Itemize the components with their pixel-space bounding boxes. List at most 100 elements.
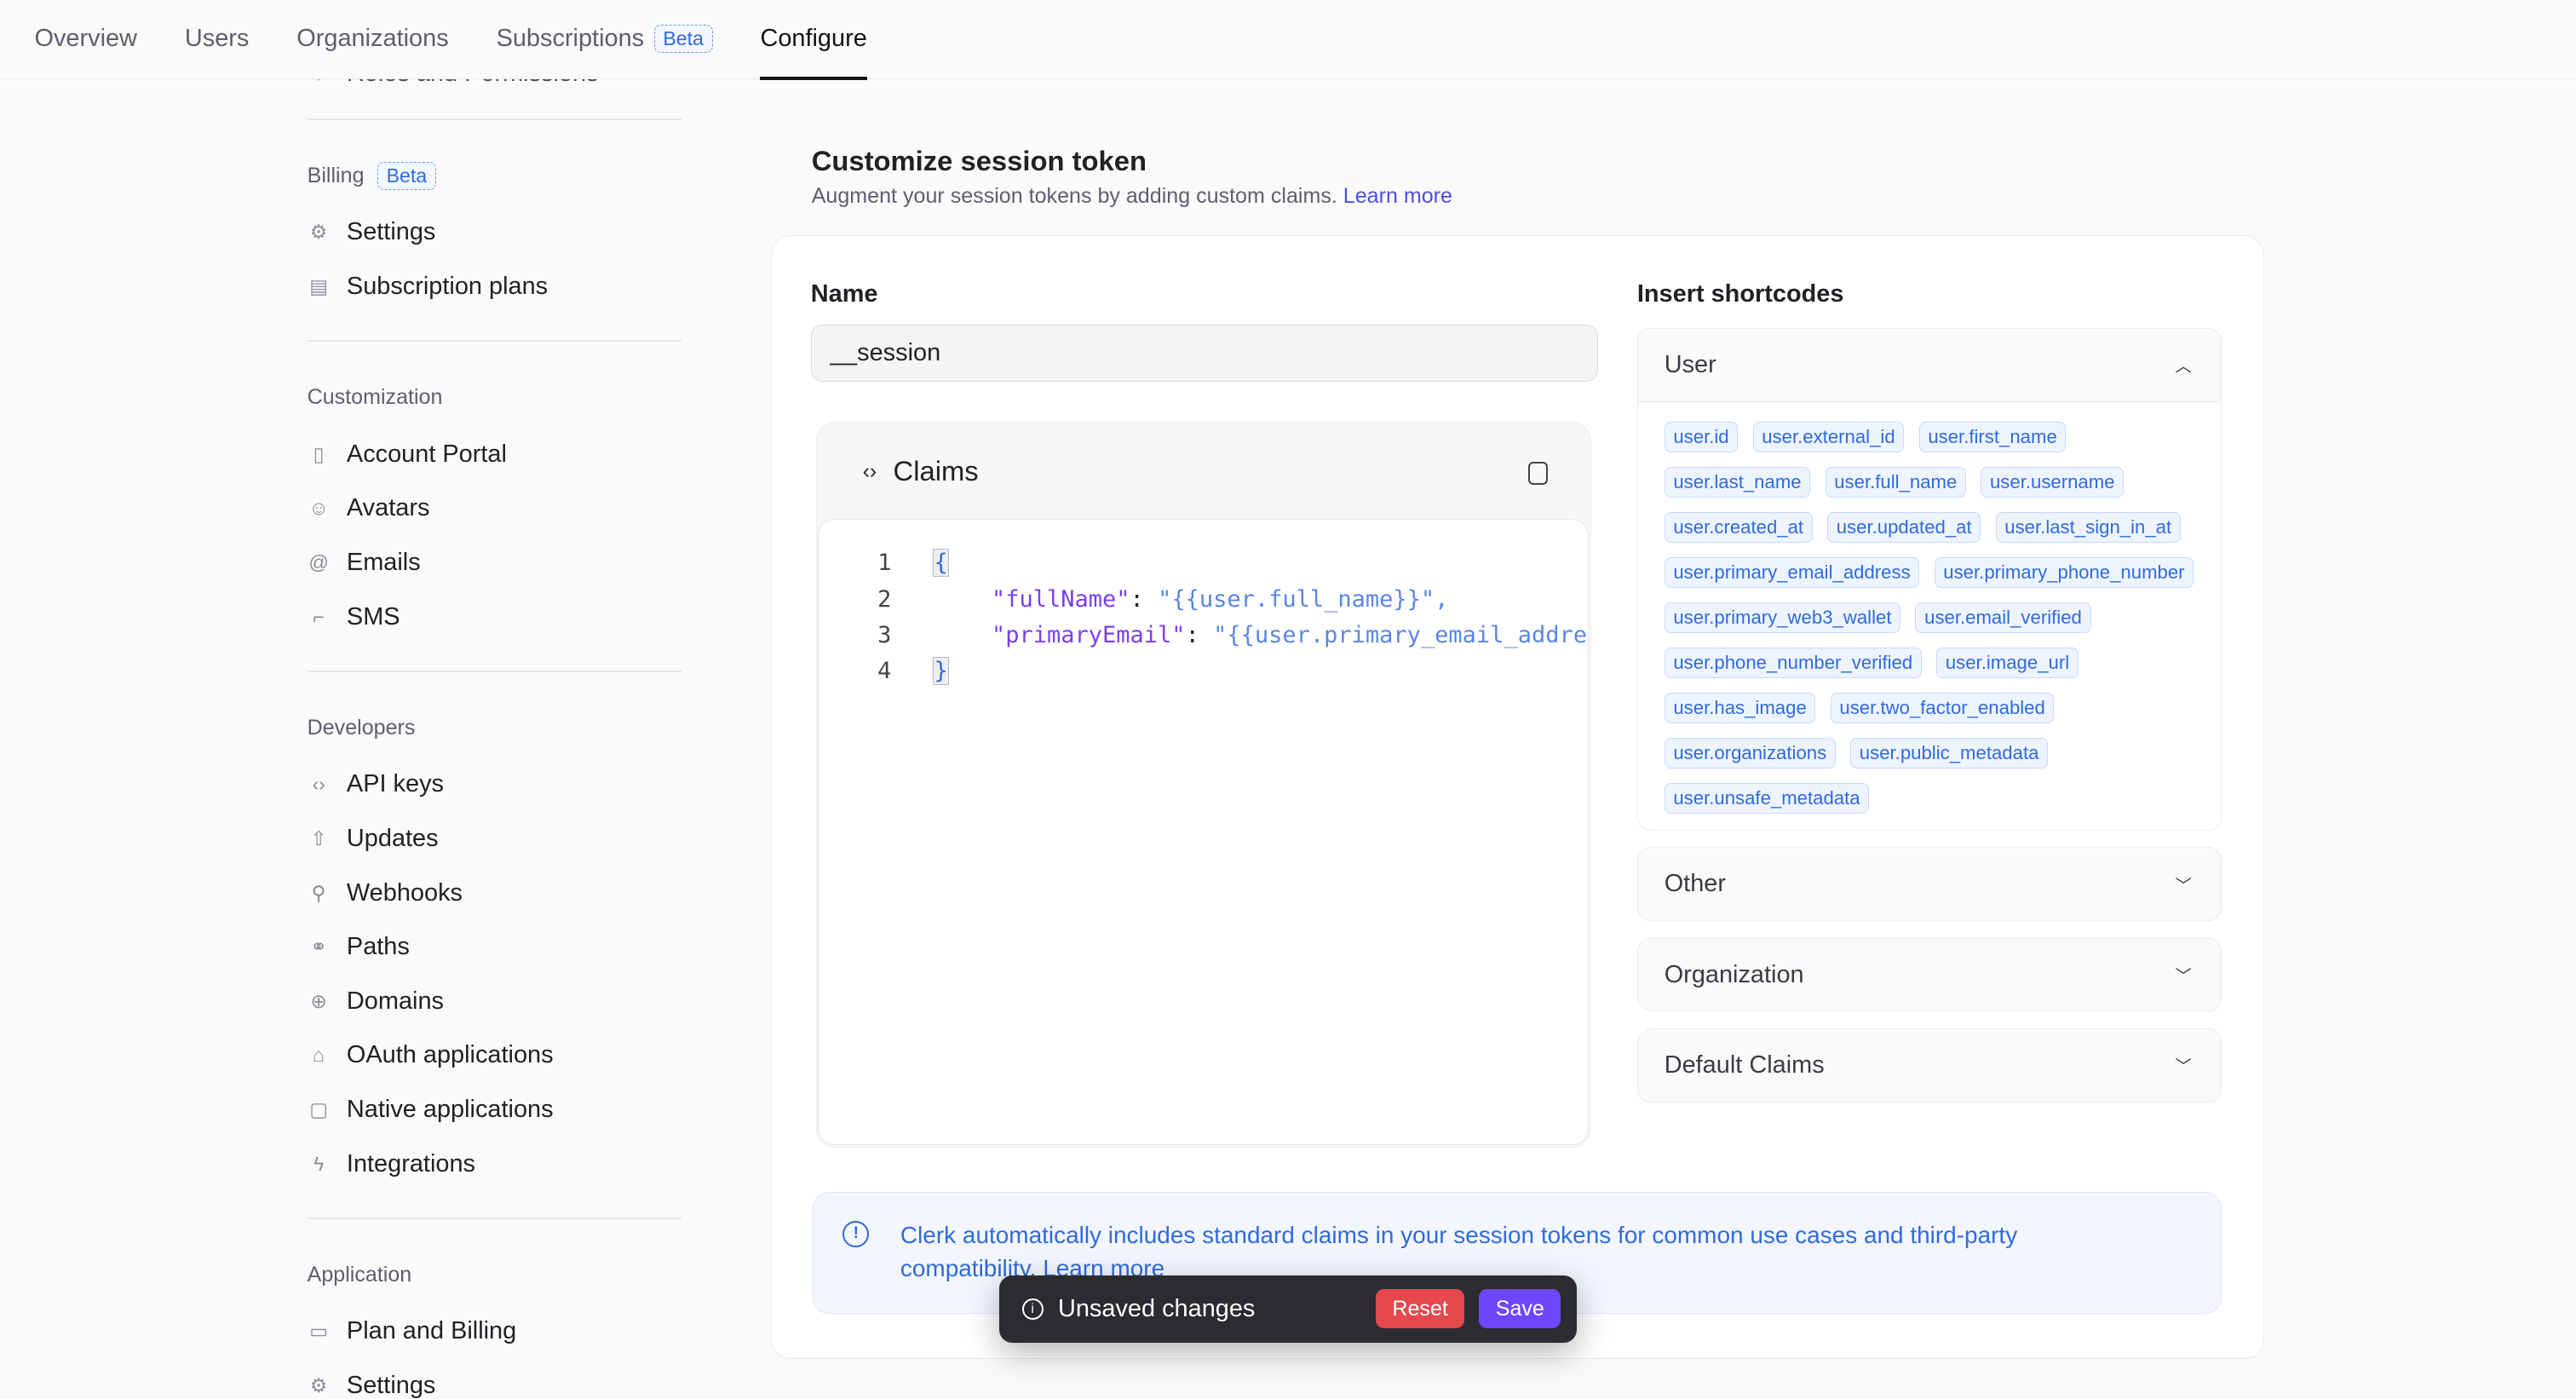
save-button[interactable]: Save — [1479, 1288, 1561, 1329]
sidebar-item-label: Avatars — [346, 494, 430, 522]
sidebar-item-label: API keys — [346, 770, 444, 798]
tab-subscriptions[interactable]: Subscriptions Beta — [497, 0, 713, 78]
sidebar-divider — [307, 118, 682, 120]
sidebar-item[interactable]: ϟ Integrations — [308, 1137, 682, 1191]
tab-configure[interactable]: Configure — [760, 0, 867, 80]
unsaved-changes-toast: i Unsaved changes Reset Save — [998, 1275, 1578, 1343]
tab-users[interactable]: Users — [185, 0, 249, 78]
json-key: "fullName" — [991, 585, 1130, 613]
accordion: Organization ﹀ — [1636, 937, 2222, 1012]
native-app-icon: ▢ — [309, 1098, 329, 1121]
sidebar-item-label: OAuth applications — [346, 1041, 554, 1069]
sidebar-item[interactable]: @ Emails — [308, 536, 682, 590]
chevron-down-icon: ﹀ — [2175, 968, 2192, 986]
claims-panel: ‹› Claims 1{2 "fullName": "{{user.full_nam… — [815, 421, 1591, 1149]
sidebar-item[interactable]: ▢ Native applications — [308, 1083, 682, 1137]
shortcode-chip[interactable]: user.created_at — [1664, 512, 1813, 543]
sms-icon: ⌐ — [313, 605, 325, 628]
accordion-user-header[interactable]: User ︿ — [1638, 329, 2222, 401]
chevron-up-icon: ︿ — [2175, 358, 2192, 377]
shortcode-chip[interactable]: user.primary_phone_number — [1934, 557, 2194, 588]
claims-title: Claims — [893, 455, 979, 487]
code-icon: ‹› — [312, 773, 325, 796]
gear-icon: ⚙ — [309, 221, 328, 244]
sidebar-item[interactable]: ⚲ Webhooks — [308, 866, 682, 920]
accordion-header[interactable]: Default Claims ﹀ — [1638, 1029, 2222, 1102]
shortcode-chip[interactable]: user.primary_email_address — [1664, 557, 1920, 588]
sidebar-section-title: Application — [308, 1258, 682, 1292]
webhook-icon: ⚲ — [311, 881, 326, 904]
info-text: Clerk automatically includes standard cl… — [900, 1222, 2018, 1281]
sidebar-item[interactable]: ▭ Plan and Billing — [308, 1304, 682, 1359]
globe-icon: ⊕ — [310, 989, 327, 1012]
paths-icon: ⚭ — [310, 936, 327, 959]
tab-label: Organizations — [296, 25, 449, 53]
section-label: Developers — [307, 715, 416, 740]
shortcode-chip[interactable]: user.organizations — [1664, 738, 1836, 769]
line-number: 2 — [877, 585, 892, 613]
json-key: "primaryEmail" — [991, 622, 1186, 649]
sidebar-item-label: Domains — [346, 987, 444, 1015]
shortcode-chip[interactable]: user.has_image — [1664, 693, 1816, 723]
shortcode-chip[interactable]: user.email_verified — [1915, 602, 2091, 633]
name-input[interactable] — [810, 324, 1598, 383]
line-number: 4 — [877, 658, 892, 685]
sidebar-item-label: Subscription plans — [346, 272, 549, 300]
shortcode-chip[interactable]: user.image_url — [1936, 648, 2079, 678]
reset-button[interactable]: Reset — [1376, 1288, 1465, 1329]
shortcode-chip[interactable]: user.last_name — [1664, 466, 1811, 498]
accordion-header[interactable]: Other ﹀ — [1638, 848, 2222, 920]
oauth-icon: ⌂ — [313, 1044, 325, 1067]
shortcode-chip[interactable]: user.primary_web3_wallet — [1664, 602, 1901, 633]
sidebar-item-label: Native applications — [346, 1096, 554, 1124]
sidebar-item[interactable]: ⚙ Settings — [308, 205, 682, 260]
portal-icon: ▯ — [313, 442, 325, 465]
sidebar-item-label: SMS — [346, 602, 400, 630]
at-icon: @ — [308, 550, 329, 573]
accordion-header[interactable]: Organization ﹀ — [1638, 939, 2222, 1011]
sidebar-divider — [307, 1217, 682, 1219]
shortcode-chip[interactable]: user.public_metadata — [1850, 738, 2049, 769]
shortcode-chip[interactable]: user.phone_number_verified — [1664, 648, 1922, 678]
sidebar-item[interactable]: ⚭ Paths — [308, 920, 682, 975]
shortcode-chip[interactable]: user.external_id — [1752, 421, 1905, 452]
shortcode-chip[interactable]: user.id — [1664, 421, 1739, 452]
bolt-icon: ϟ — [313, 1152, 325, 1175]
sidebar-item[interactable]: ⌐ SMS — [308, 590, 682, 644]
sidebar-item[interactable]: ⇧ Updates — [308, 812, 682, 866]
sidebar-item[interactable]: ▤ Subscription plans — [308, 260, 682, 314]
sidebar-item-label: Paths — [346, 933, 410, 961]
sidebar-item[interactable]: ☺ Avatars — [308, 481, 682, 536]
shortcode-chip[interactable]: user.two_factor_enabled — [1830, 693, 2055, 723]
card-icon: ▭ — [309, 1320, 329, 1343]
sidebar-item[interactable]: ▯ Account Portal — [308, 427, 682, 481]
shortcode-chip[interactable]: user.username — [1981, 466, 2125, 498]
learn-more-link[interactable]: Learn more — [1343, 183, 1452, 208]
shortcode-chip[interactable]: user.last_sign_in_at — [1995, 512, 2181, 543]
sidebar-item-label: Integrations — [346, 1149, 475, 1177]
top-nav: Overview Users Organizations Subscriptio… — [0, 0, 2576, 80]
shortcode-chip[interactable]: user.full_name — [1825, 466, 1966, 498]
sidebar-item[interactable]: ⌂ OAuth applications — [308, 1028, 682, 1083]
shortcode-chip[interactable]: user.first_name — [1918, 421, 2067, 452]
shortcode-chip[interactable]: user.updated_at — [1827, 512, 1981, 543]
sidebar-item[interactable]: ⊕ Domains — [308, 975, 682, 1029]
subtitle-text: Augment your session tokens by adding cu… — [811, 183, 1337, 208]
code-icon: ‹› — [862, 458, 877, 483]
clipboard-icon[interactable] — [1527, 461, 1548, 485]
page-title: Customize session token — [811, 144, 1147, 176]
sidebar-item[interactable]: ⚙ Settings — [308, 1359, 682, 1398]
tab-label: Overview — [34, 25, 137, 53]
sidebar-divider — [307, 340, 682, 343]
gear-icon: ⚙ — [309, 1374, 328, 1397]
sidebar-item[interactable]: ‹› API keys — [308, 757, 682, 812]
tab-organizations[interactable]: Organizations — [296, 0, 448, 78]
line-number: 1 — [877, 550, 892, 577]
claims-editor[interactable]: 1{2 "fullName": "{{user.full_name}}", 3 "pr… — [818, 519, 1589, 1146]
shortcode-chip[interactable]: user.unsafe_metadata — [1664, 783, 1870, 814]
accordion-title: User — [1664, 350, 1716, 378]
tab-label: Subscriptions — [496, 25, 645, 53]
claims-header: ‹› Claims — [863, 455, 979, 487]
tab-overview[interactable]: Overview — [35, 0, 137, 78]
